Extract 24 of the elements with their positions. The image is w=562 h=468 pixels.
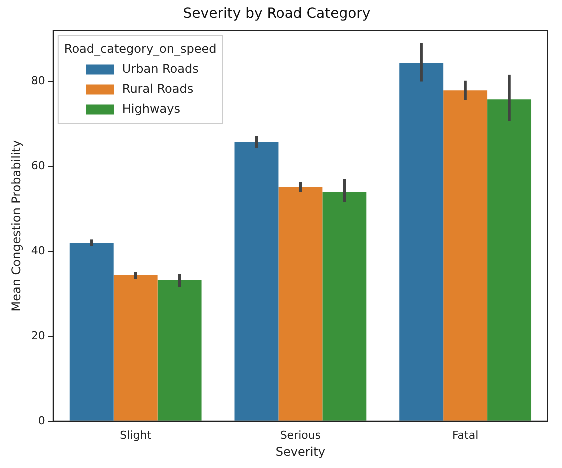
y-tick-label: 80 bbox=[31, 74, 46, 88]
bar bbox=[114, 275, 158, 421]
bar bbox=[158, 280, 202, 421]
x-axis-title: Severity bbox=[276, 444, 326, 459]
y-tick-label: 40 bbox=[31, 244, 46, 258]
legend-label: Urban Roads bbox=[122, 62, 199, 76]
bar bbox=[488, 100, 532, 421]
bar bbox=[234, 142, 279, 421]
bar bbox=[400, 63, 444, 421]
x-tick-label: Fatal bbox=[452, 428, 479, 442]
legend-title: Road_category_on_speed bbox=[64, 42, 217, 56]
legend-label: Rural Roads bbox=[122, 82, 194, 96]
y-tick-label: 60 bbox=[31, 160, 46, 173]
y-tick-label: 0 bbox=[38, 414, 46, 428]
x-tick-label: Slight bbox=[120, 428, 152, 442]
y-tick-label: 20 bbox=[31, 329, 46, 342]
bar bbox=[444, 90, 488, 421]
bar bbox=[278, 187, 323, 421]
bar bbox=[70, 244, 114, 421]
legend-label: Highways bbox=[122, 102, 181, 116]
x-tick-label: Serious bbox=[280, 428, 322, 442]
bar bbox=[322, 192, 367, 421]
chart-title: Severity by Road Category bbox=[183, 6, 371, 22]
y-axis-title: Mean Congestion Probability bbox=[9, 140, 24, 312]
